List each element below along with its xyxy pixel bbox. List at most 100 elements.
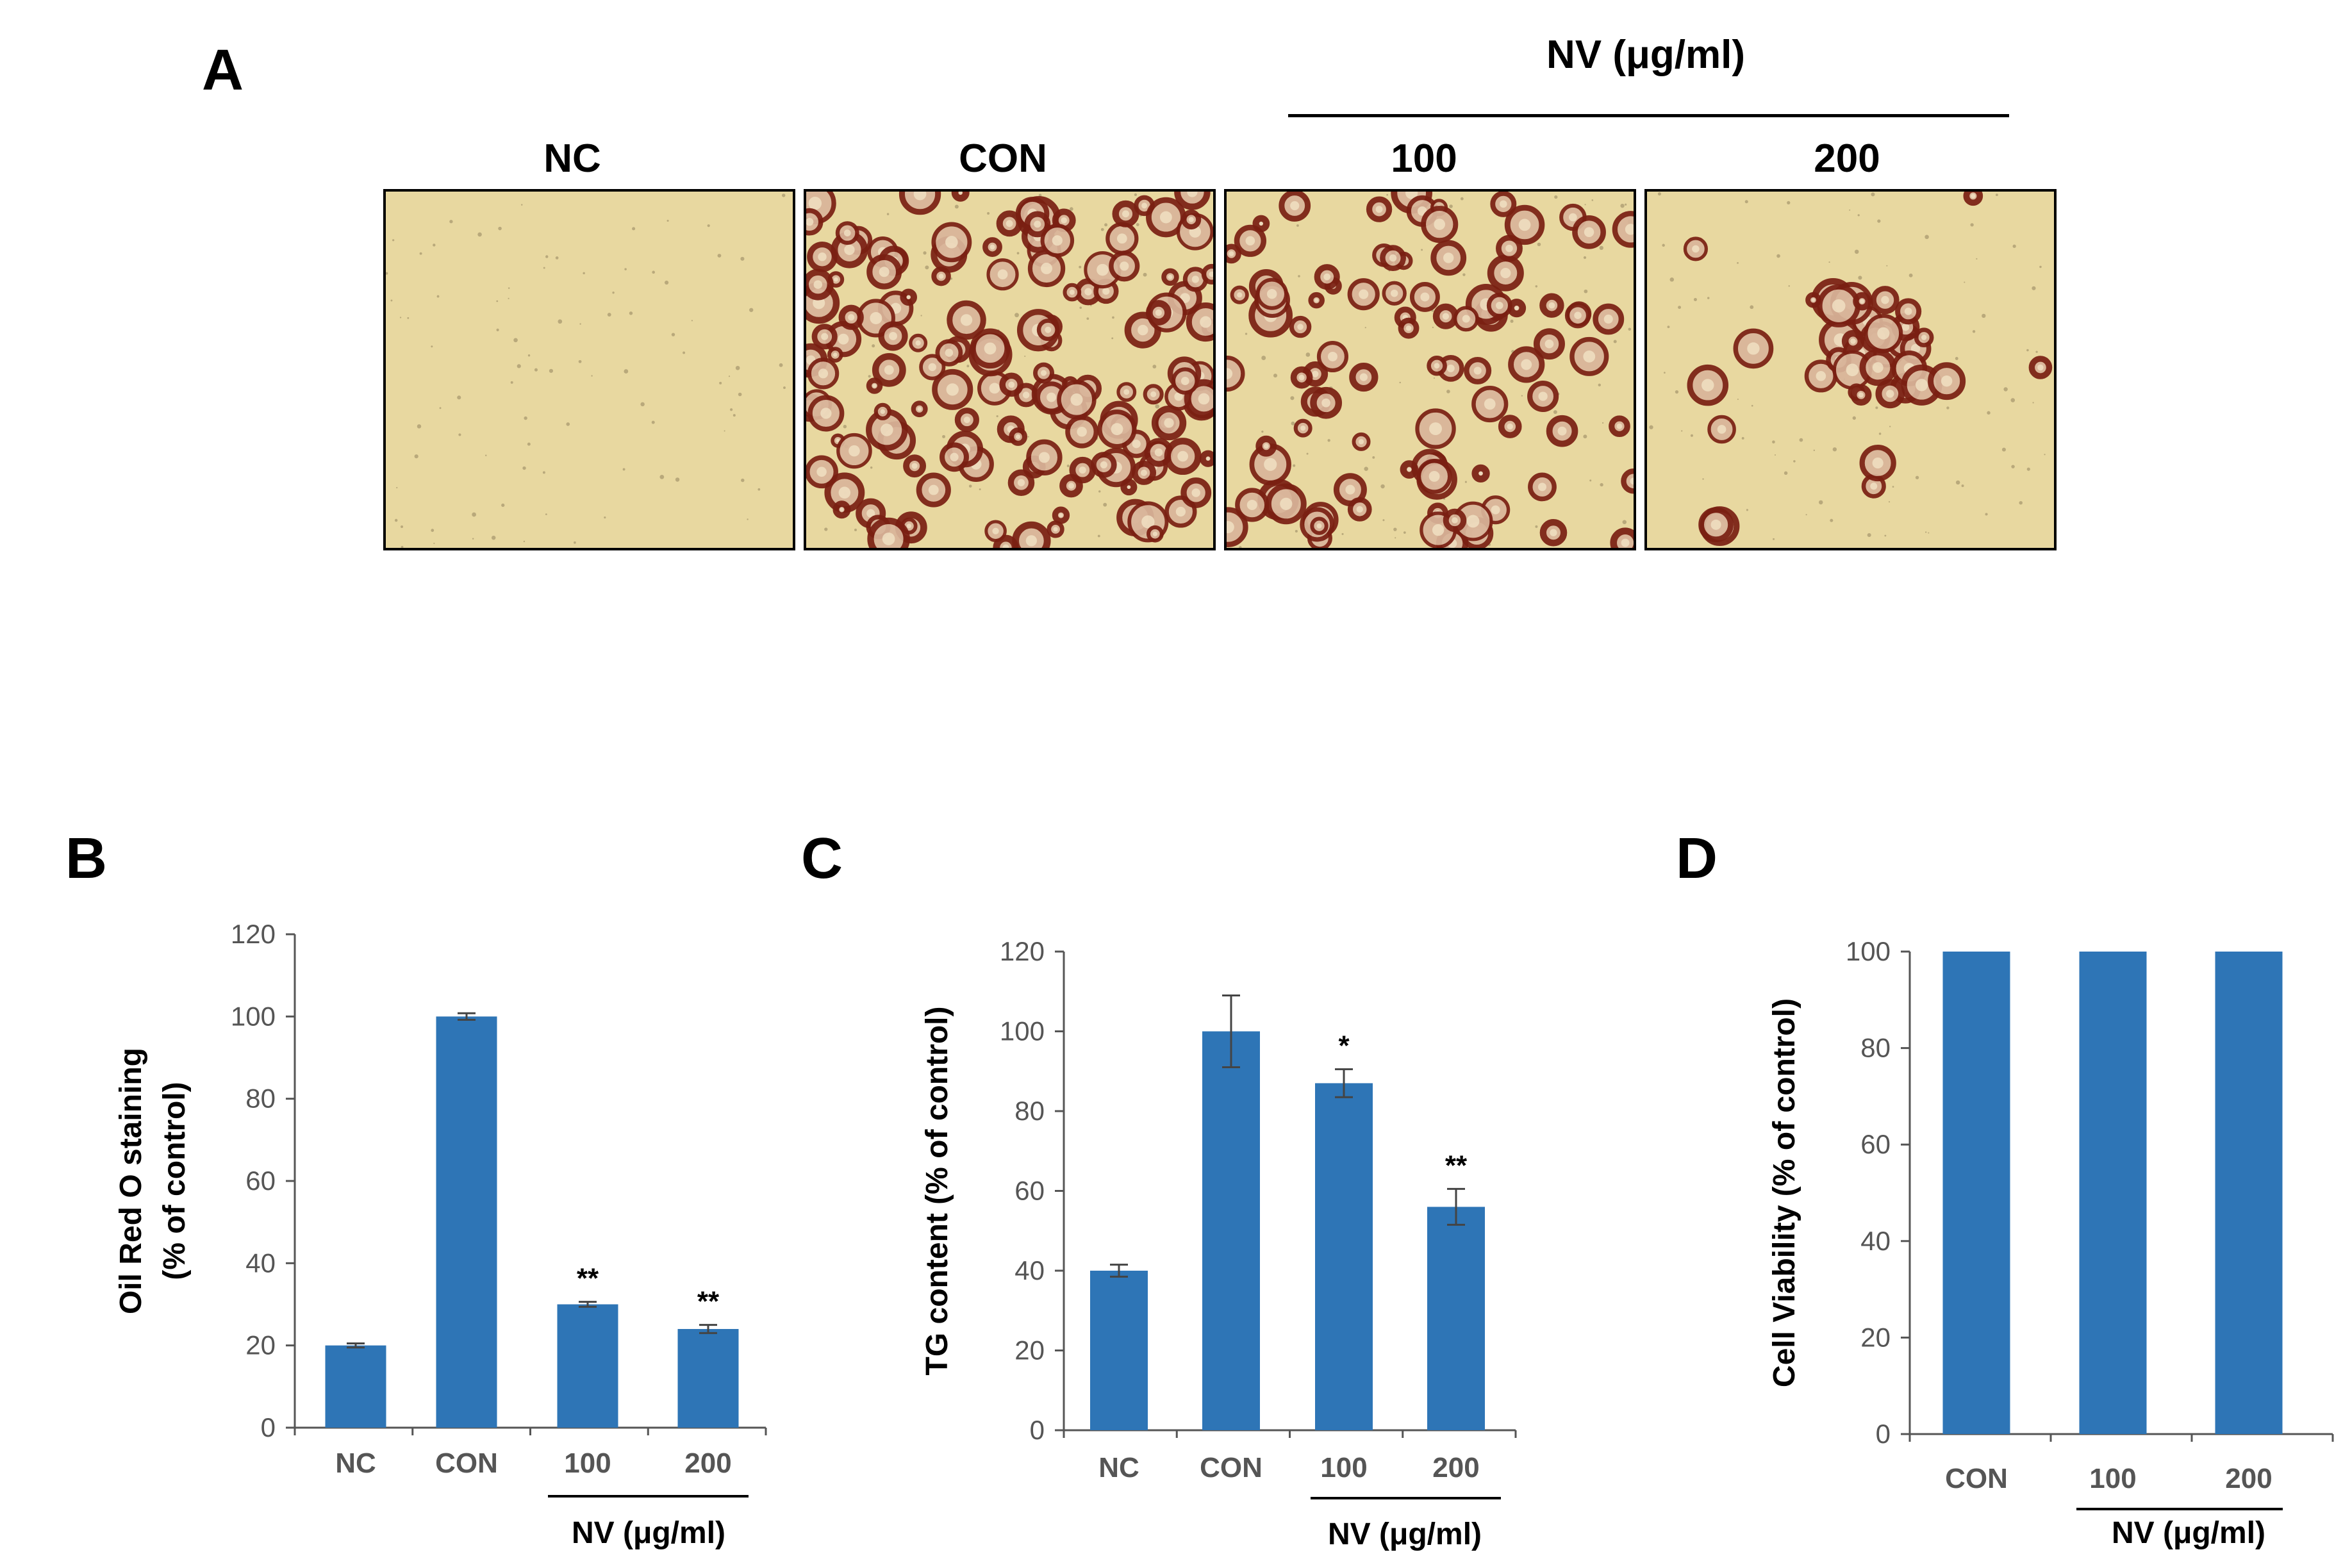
droplet-core [844,244,855,256]
speck [1884,534,1887,537]
speck [632,227,636,231]
speck [1889,425,1891,427]
y-tick-label: 40 [1860,1226,1891,1256]
droplet-core [1941,375,1953,387]
droplet-core [1491,505,1500,515]
droplet-core [1237,292,1243,298]
droplet-core [880,409,885,415]
speck [612,292,615,294]
droplet-core [1872,362,1884,373]
droplet-core [906,295,911,299]
x-category-label: 100 [1320,1452,1367,1483]
x-category-label: NC [335,1448,376,1479]
droplet-core [1297,324,1304,330]
speck [683,351,686,354]
speck [1681,430,1683,432]
droplet-core [1141,515,1155,529]
speck [472,512,476,517]
droplet-core [872,383,877,388]
speck [624,369,629,374]
speck [1239,546,1242,548]
y-tick-label: 60 [1860,1129,1891,1159]
bar-100 [557,1304,618,1428]
droplet-core [1971,194,1976,199]
speck [496,300,499,302]
droplet-core [992,527,999,534]
droplet-core [1603,314,1613,324]
droplet-core [1701,379,1714,392]
droplet-core [1872,457,1884,469]
speck [1787,201,1791,204]
droplet-core [1040,370,1047,376]
speck [1382,519,1385,522]
speck [1016,252,1020,254]
speck [1772,440,1775,444]
y-tick-label: 80 [1014,1096,1045,1126]
droplet-core [1747,342,1760,355]
speck [1867,533,1871,538]
droplet-core [1359,289,1369,299]
speck [1136,223,1139,226]
speck [1628,327,1632,331]
droplet-core [1140,469,1147,476]
y-tick-label: 100 [1846,936,1891,966]
droplet-core [1405,192,1418,199]
speck [1775,454,1776,456]
droplet-core [1832,299,1846,313]
speck [401,525,404,528]
speck [1915,475,1919,479]
speck [1678,306,1682,309]
speck [508,297,509,299]
speck [1090,304,1092,306]
speck [431,345,433,348]
speck [491,535,496,540]
speck [1955,480,1960,485]
speck [1293,464,1296,467]
speck [1877,219,1881,223]
speck [724,430,725,432]
speck [1667,326,1670,329]
bar-200 [677,1329,739,1428]
speck [1070,207,1073,211]
x-category-label: 200 [2225,1463,2272,1494]
droplet-core [1266,288,1277,299]
droplet-core [1811,298,1816,302]
droplet-core [913,192,927,201]
bar-200 [1427,1207,1485,1430]
speck [1066,465,1070,468]
speck [392,239,395,242]
droplet-core [1263,443,1269,449]
panel-a-group-label: NV (μg/ml) [1546,33,1746,77]
speck [579,323,581,325]
droplet-core [1921,334,1927,340]
speck [1908,273,1913,277]
group-label: NV (μg/ml) [572,1516,725,1550]
speck [527,442,531,446]
bar-con [1942,952,2010,1434]
droplet-core [806,218,814,226]
lipid-droplet [1621,468,1634,494]
droplet-core [833,277,838,282]
speck [738,392,742,397]
speck [1583,256,1587,260]
droplet-core [1816,371,1826,381]
droplet-core [1443,252,1454,263]
droplet-core [1070,393,1083,406]
droplet-core [1059,513,1063,518]
droplet-core [1877,327,1890,340]
speck [1432,326,1434,329]
droplet-core [1122,210,1130,218]
speck [2026,349,2029,352]
speck [2032,286,2036,290]
speck [870,466,873,469]
droplet-core [1314,298,1319,302]
droplet-core [889,331,897,340]
panel-a-letter: A [202,38,244,103]
speck [1773,538,1775,540]
speck [604,516,606,519]
y-tick-label: 100 [231,1001,276,1031]
speck [1832,447,1837,452]
speck [1955,357,1958,360]
speck [1854,249,1859,254]
